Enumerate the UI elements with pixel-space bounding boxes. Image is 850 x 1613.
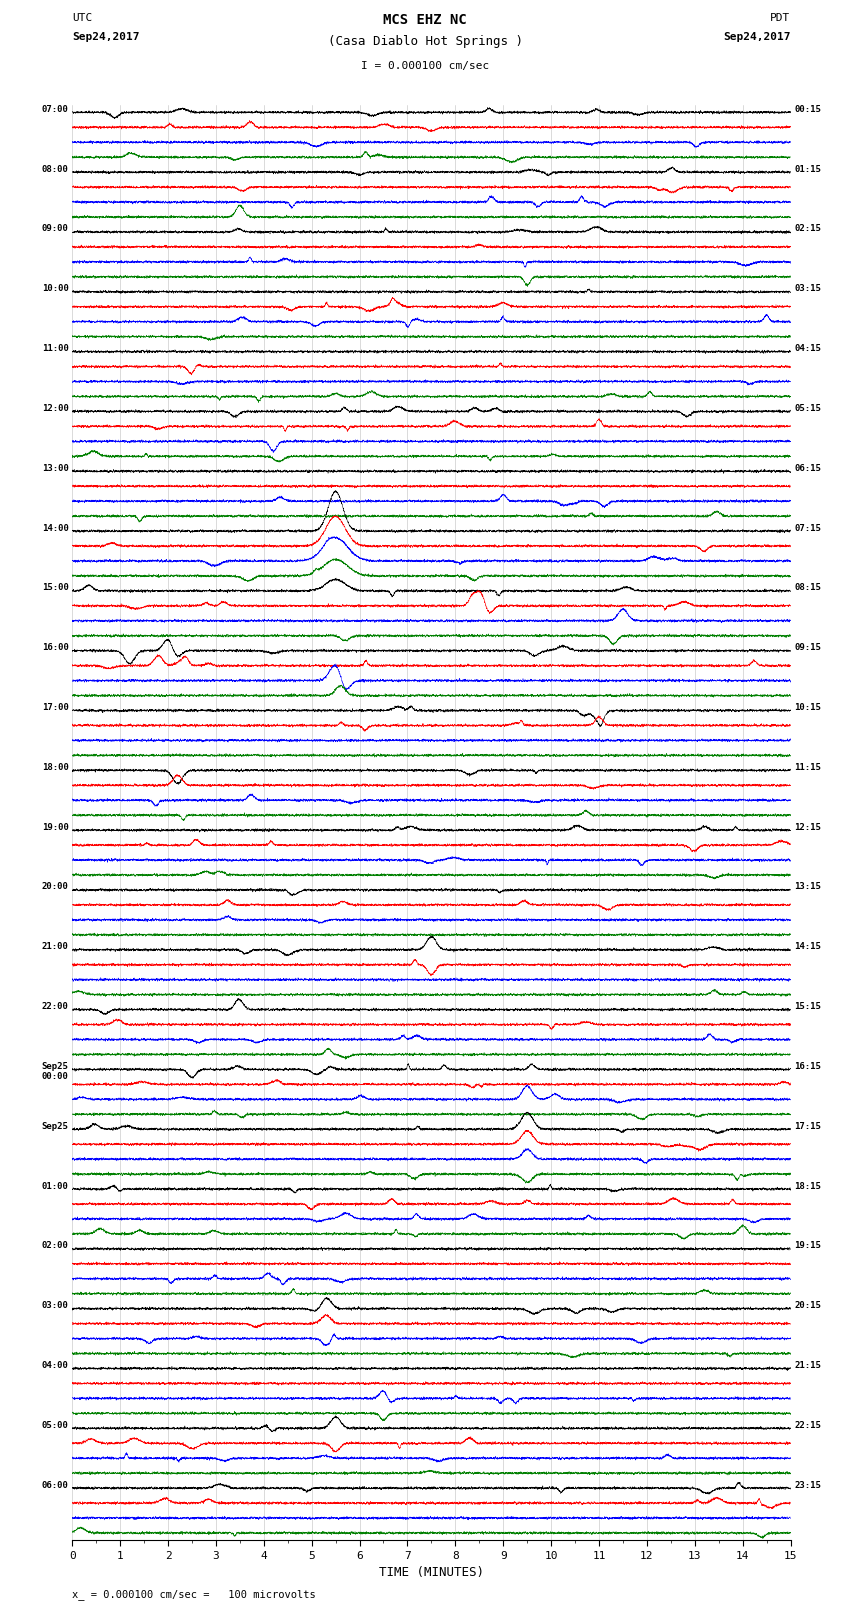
Text: 09:15: 09:15 <box>794 644 821 652</box>
Text: 06:15: 06:15 <box>794 465 821 473</box>
Text: 07:00: 07:00 <box>42 105 69 115</box>
Text: 20:15: 20:15 <box>794 1302 821 1310</box>
Text: 04:00: 04:00 <box>42 1361 69 1369</box>
Text: 00:15: 00:15 <box>794 105 821 115</box>
Text: 02:00: 02:00 <box>42 1242 69 1250</box>
Text: 13:15: 13:15 <box>794 882 821 892</box>
Text: 23:15: 23:15 <box>794 1481 821 1489</box>
Text: 15:00: 15:00 <box>42 584 69 592</box>
Text: 21:15: 21:15 <box>794 1361 821 1369</box>
Text: 19:15: 19:15 <box>794 1242 821 1250</box>
Text: 22:15: 22:15 <box>794 1421 821 1429</box>
Text: PDT: PDT <box>770 13 790 23</box>
Text: 13:00: 13:00 <box>42 465 69 473</box>
Text: Sep25: Sep25 <box>42 1121 69 1131</box>
Text: 07:15: 07:15 <box>794 524 821 532</box>
Text: 09:00: 09:00 <box>42 224 69 234</box>
Text: 19:00: 19:00 <box>42 823 69 832</box>
Text: 02:15: 02:15 <box>794 224 821 234</box>
Text: 08:00: 08:00 <box>42 165 69 174</box>
Text: 05:15: 05:15 <box>794 403 821 413</box>
Text: 18:15: 18:15 <box>794 1181 821 1190</box>
Text: 11:15: 11:15 <box>794 763 821 771</box>
Text: 21:00: 21:00 <box>42 942 69 952</box>
Text: 22:00: 22:00 <box>42 1002 69 1011</box>
Text: (Casa Diablo Hot Springs ): (Casa Diablo Hot Springs ) <box>327 35 523 48</box>
Text: 05:00: 05:00 <box>42 1421 69 1429</box>
Text: 03:00: 03:00 <box>42 1302 69 1310</box>
X-axis label: TIME (MINUTES): TIME (MINUTES) <box>379 1566 484 1579</box>
Text: 16:15: 16:15 <box>794 1061 821 1071</box>
Text: 15:15: 15:15 <box>794 1002 821 1011</box>
Text: 17:15: 17:15 <box>794 1121 821 1131</box>
Text: 08:15: 08:15 <box>794 584 821 592</box>
Text: x̲ = 0.000100 cm/sec =   100 microvolts: x̲ = 0.000100 cm/sec = 100 microvolts <box>72 1589 316 1600</box>
Text: 06:00: 06:00 <box>42 1481 69 1489</box>
Text: 01:00: 01:00 <box>42 1181 69 1190</box>
Text: 12:15: 12:15 <box>794 823 821 832</box>
Text: 12:00: 12:00 <box>42 403 69 413</box>
Text: 03:15: 03:15 <box>794 284 821 294</box>
Text: I = 0.000100 cm/sec: I = 0.000100 cm/sec <box>361 61 489 71</box>
Text: 01:15: 01:15 <box>794 165 821 174</box>
Text: 14:15: 14:15 <box>794 942 821 952</box>
Text: Sep24,2017: Sep24,2017 <box>72 32 139 42</box>
Text: 11:00: 11:00 <box>42 344 69 353</box>
Text: 18:00: 18:00 <box>42 763 69 771</box>
Text: UTC: UTC <box>72 13 93 23</box>
Text: Sep24,2017: Sep24,2017 <box>723 32 791 42</box>
Text: 04:15: 04:15 <box>794 344 821 353</box>
Text: Sep25
00:00: Sep25 00:00 <box>42 1061 69 1081</box>
Text: 14:00: 14:00 <box>42 524 69 532</box>
Text: 10:00: 10:00 <box>42 284 69 294</box>
Text: 17:00: 17:00 <box>42 703 69 711</box>
Text: 16:00: 16:00 <box>42 644 69 652</box>
Text: MCS EHZ NC: MCS EHZ NC <box>383 13 467 27</box>
Text: 10:15: 10:15 <box>794 703 821 711</box>
Text: 20:00: 20:00 <box>42 882 69 892</box>
